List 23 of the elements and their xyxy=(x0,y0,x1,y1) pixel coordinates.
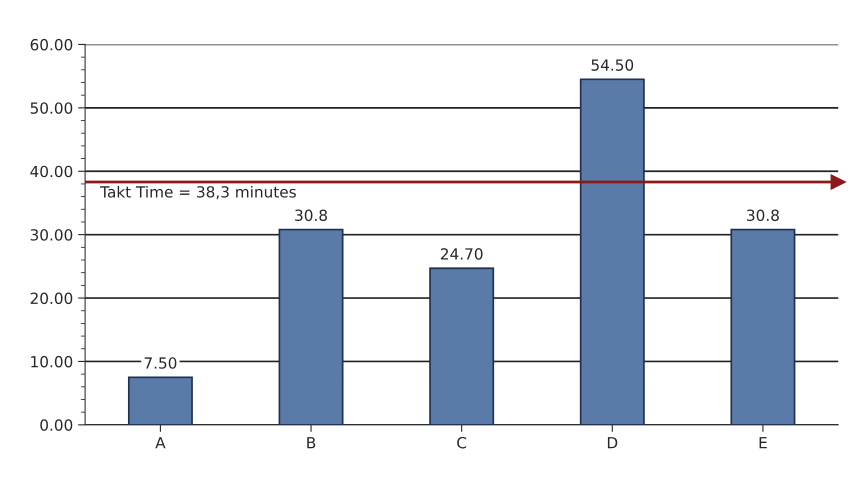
y-tick-label: 20.00 xyxy=(30,292,72,304)
x-tick-label: D xyxy=(608,437,618,448)
data-label: 24.70 xyxy=(440,248,483,260)
bar xyxy=(128,376,193,425)
data-label: 30.8 xyxy=(747,210,779,222)
x-tick-label: A xyxy=(155,437,166,448)
ref-line-label: Takt Time = 38,3 minutes xyxy=(100,186,296,200)
y-tick-label: 50.00 xyxy=(30,102,72,114)
bar xyxy=(580,78,645,425)
x-tick-label: E xyxy=(760,437,767,448)
bar xyxy=(429,267,494,425)
y-tick-label: 0.00 xyxy=(40,419,72,431)
bar xyxy=(730,228,796,425)
y-tick-label: 40.00 xyxy=(30,166,72,178)
data-label: 7.50 xyxy=(144,357,176,369)
y-tick-label: 10.00 xyxy=(31,356,72,368)
y-tick-label: 30.00 xyxy=(30,229,72,241)
data-label: 30.8 xyxy=(295,210,328,222)
y-tick-label: 60.00 xyxy=(30,38,72,50)
bar xyxy=(278,228,344,425)
x-tick-label: B xyxy=(307,437,316,448)
data-label: 54.50 xyxy=(592,59,634,71)
x-tick-label: C xyxy=(457,436,466,448)
